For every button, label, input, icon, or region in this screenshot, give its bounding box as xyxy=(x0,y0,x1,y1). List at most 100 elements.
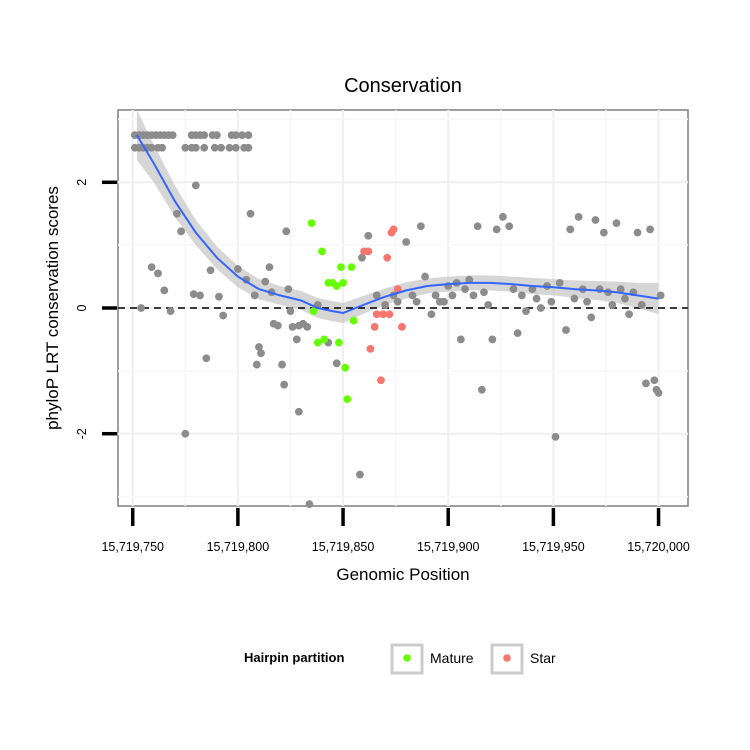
legend-key-mature xyxy=(403,654,411,662)
point-other xyxy=(599,228,608,237)
point-other xyxy=(168,131,177,140)
point-other xyxy=(513,329,522,338)
point-other xyxy=(250,291,259,300)
point-other xyxy=(202,354,211,363)
point-other xyxy=(231,143,240,152)
point-other xyxy=(233,265,242,273)
point-other xyxy=(499,212,507,221)
point-other xyxy=(181,143,190,152)
y-tick-label: 2 xyxy=(75,179,89,186)
point-other xyxy=(372,291,381,300)
point-star xyxy=(379,310,387,319)
point-other xyxy=(642,379,650,388)
point-other xyxy=(412,297,421,306)
x-tick-label: 15,719,850 xyxy=(312,540,375,554)
point-mature xyxy=(349,316,358,325)
legend-label-mature: Mature xyxy=(430,650,474,666)
point-other xyxy=(196,291,204,300)
point-other xyxy=(637,300,646,309)
point-other xyxy=(189,290,198,299)
point-star xyxy=(398,322,406,331)
point-other xyxy=(456,335,465,344)
point-other xyxy=(547,297,556,306)
point-other xyxy=(210,143,219,152)
point-mature xyxy=(337,263,345,272)
point-other xyxy=(160,286,169,295)
point-other xyxy=(587,313,596,322)
point-mature xyxy=(347,263,356,272)
point-star xyxy=(366,344,375,353)
point-mature xyxy=(309,307,318,316)
legend: Hairpin partition Mature Star xyxy=(244,643,556,675)
point-other xyxy=(172,209,181,218)
point-other xyxy=(536,304,545,312)
point-other xyxy=(505,222,514,231)
point-other xyxy=(238,131,246,140)
point-star xyxy=(389,225,398,234)
point-mature xyxy=(339,278,347,287)
point-other xyxy=(225,143,234,152)
point-other xyxy=(633,228,642,237)
point-other xyxy=(532,294,541,303)
point-other xyxy=(278,360,286,369)
x-axis-label: Genomic Position xyxy=(336,565,469,584)
point-other xyxy=(332,359,341,368)
point-other xyxy=(509,285,518,294)
point-other xyxy=(284,285,293,294)
point-star xyxy=(393,285,402,294)
point-other xyxy=(191,181,200,190)
point-other xyxy=(166,307,175,316)
point-other xyxy=(656,291,665,300)
point-other xyxy=(177,227,185,236)
point-other xyxy=(288,322,297,331)
point-other xyxy=(355,470,364,479)
point-other xyxy=(408,291,417,300)
point-other xyxy=(147,143,156,152)
point-other xyxy=(416,222,425,231)
smooth-fit-line xyxy=(136,134,659,315)
legend-key-star xyxy=(503,654,511,662)
point-other xyxy=(461,285,469,294)
point-other xyxy=(280,380,289,389)
point-other xyxy=(217,143,225,152)
point-mature xyxy=(332,282,341,290)
point-other xyxy=(261,277,270,286)
grid-lines xyxy=(118,110,688,506)
x-axis: 15,719,750 15,719,800 15,719,850 15,719,900… xyxy=(101,508,690,554)
point-other xyxy=(294,407,303,416)
legend-title: Hairpin partition xyxy=(244,650,344,665)
point-other xyxy=(646,225,655,234)
point-other xyxy=(212,131,221,140)
point-star xyxy=(377,376,385,385)
point-other xyxy=(402,238,411,246)
point-other xyxy=(292,335,301,344)
point-other xyxy=(591,216,600,224)
point-other xyxy=(562,326,570,334)
x-tick-label: 15,719,900 xyxy=(417,540,480,554)
point-other xyxy=(215,292,223,301)
x-tick-label: 15,720,000 xyxy=(627,540,690,554)
point-other xyxy=(492,225,501,234)
y-tick-label: -2 xyxy=(75,428,89,439)
smooth-line-layer xyxy=(136,134,659,315)
point-other xyxy=(364,231,373,240)
point-mature xyxy=(318,247,326,256)
point-other xyxy=(465,275,474,284)
point-other xyxy=(480,288,488,297)
point-other xyxy=(625,310,634,319)
point-other xyxy=(555,278,564,287)
point-star xyxy=(383,253,392,262)
point-star xyxy=(370,322,379,331)
point-other xyxy=(137,304,146,312)
chart-title: Conservation xyxy=(344,75,462,97)
point-other xyxy=(265,263,274,272)
point-other xyxy=(612,219,621,228)
point-other xyxy=(440,297,448,306)
point-other xyxy=(448,291,457,300)
point-other xyxy=(191,143,200,152)
point-mature xyxy=(313,338,322,347)
point-other xyxy=(517,291,526,300)
point-mature xyxy=(341,363,350,372)
point-other xyxy=(522,307,530,316)
